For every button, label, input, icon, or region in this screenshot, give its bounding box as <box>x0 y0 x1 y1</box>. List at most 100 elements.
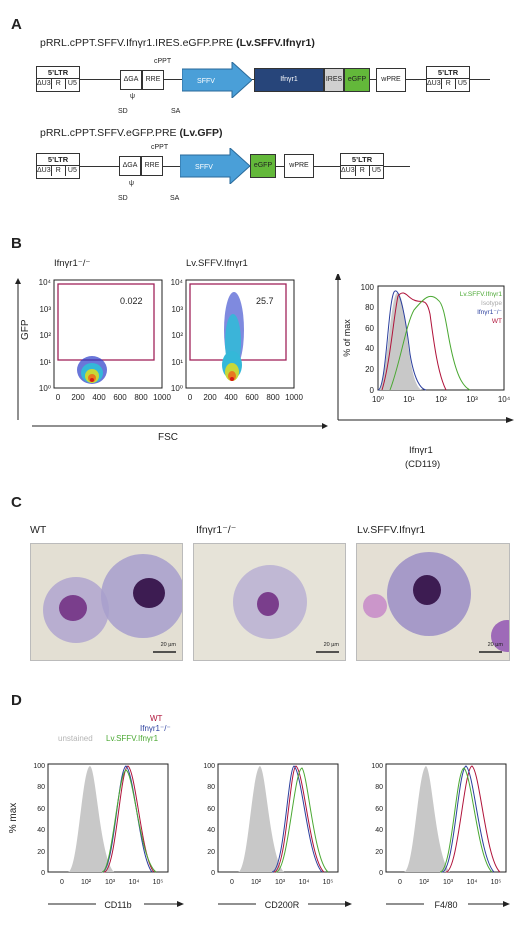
ga-box-1: ΔGA <box>120 70 142 90</box>
svg-text:20: 20 <box>375 849 383 856</box>
photo-label-lv: Lv.SFFV.Ifnγr1 <box>357 524 426 536</box>
ltr3-box-2: 5’LTR ΔU3 R U5 <box>340 153 384 179</box>
sffv-arrow-2: SFFV <box>180 148 250 184</box>
sa-label-2: SA <box>170 195 180 202</box>
panel-a-letter: A <box>11 16 22 33</box>
svg-text:80: 80 <box>365 303 374 312</box>
svg-text:10²: 10² <box>81 879 92 886</box>
d-legend-ko: Ifnγr1⁻/⁻ <box>140 724 171 733</box>
svg-text:10³: 10³ <box>466 395 478 404</box>
micrograph-lv: 20 µm <box>356 543 510 661</box>
svg-text:80: 80 <box>37 784 45 791</box>
panel-d-letter: D <box>11 692 22 709</box>
micrograph-wt: 20 µm <box>30 543 183 661</box>
ko-curve <box>377 290 427 391</box>
svg-text:10³: 10³ <box>105 879 116 886</box>
gate-1-value: 0.022 <box>120 296 143 306</box>
svg-text:10⁰: 10⁰ <box>372 395 384 404</box>
hist-ylabel: % of max <box>342 319 352 357</box>
svg-text:0: 0 <box>60 879 64 886</box>
egfp-box-1: eGFP <box>344 68 370 92</box>
d-ylabel: % max <box>8 803 19 834</box>
svg-text:60: 60 <box>37 806 45 813</box>
dot-cloud-2 <box>222 292 244 381</box>
svg-text:40: 40 <box>365 344 374 353</box>
marker-f480: F4/80 <box>434 900 457 910</box>
construct1-title: pRRL.cPPT.SFFV.Ifnγr1.IRES.eGFP.PRE (Lv.… <box>40 37 315 49</box>
svg-text:40: 40 <box>37 827 45 834</box>
wpre-box-2: wPRE <box>284 154 314 178</box>
ltr5-box-2: 5’LTR ΔU3 R U5 <box>36 153 80 179</box>
svg-text:100: 100 <box>371 763 383 770</box>
scale-bar-lv: 20 µm <box>487 642 503 648</box>
svg-text:200: 200 <box>203 393 217 402</box>
hist-xlabel2: (CD119) <box>405 459 441 470</box>
svg-text:40: 40 <box>207 827 215 834</box>
dot-plot-2-frame <box>185 279 295 389</box>
marker-cd200r: CD200R <box>265 900 300 910</box>
svg-text:10⁵: 10⁵ <box>153 879 164 886</box>
dot-plot-2-title: Lv.SFFV.Ifnγr1 <box>186 258 248 269</box>
cd119-histogram: 0 20 40 60 80 100 10⁰ 10¹ 10² 10³ 10⁴ % … <box>335 274 514 423</box>
d-legend-wt: WT <box>150 714 163 723</box>
svg-text:10⁴: 10⁴ <box>498 395 511 404</box>
sa-label-1: SA <box>171 108 181 115</box>
egfp-box-2: eGFP <box>250 154 276 178</box>
svg-text:0: 0 <box>370 386 375 395</box>
cd11b-histogram <box>47 763 169 873</box>
svg-text:10⁴: 10⁴ <box>467 879 478 886</box>
psi-label-2: ψ <box>129 180 134 187</box>
gfp-axis-label: GFP <box>20 319 31 340</box>
wt-curve <box>381 292 447 391</box>
svg-text:0: 0 <box>398 879 402 886</box>
svg-text:10²: 10² <box>39 331 51 340</box>
construct2-title: pRRL.cPPT.SFFV.eGFP.PRE (Lv.GFP) <box>40 127 223 139</box>
svg-text:1000: 1000 <box>153 393 171 402</box>
svg-text:10¹: 10¹ <box>171 358 183 367</box>
legend-ko: Ifnγr1⁻/⁻ <box>477 309 502 316</box>
panel-c-letter: C <box>11 494 22 511</box>
ifngr1-box: Ifnγr1 <box>254 68 324 92</box>
d-legend-unstained: unstained <box>58 734 93 743</box>
svg-text:60: 60 <box>365 324 374 333</box>
marker-histograms: % max 0 20 40 60 80 100 0 20 40 60 80 10… <box>8 763 510 910</box>
dot-plot-1-title: Ifnγr1⁻/⁻ <box>54 258 91 269</box>
svg-text:10⁴: 10⁴ <box>299 879 310 886</box>
gate-2-value: 25.7 <box>256 296 274 306</box>
sffv-label-2: SFFV <box>195 164 213 171</box>
ga-box-2: ΔGA <box>119 156 141 176</box>
svg-text:600: 600 <box>245 393 259 402</box>
gate-1 <box>57 283 155 361</box>
svg-text:600: 600 <box>113 393 127 402</box>
rre-box-1: RRE <box>142 70 164 90</box>
svg-text:20: 20 <box>365 365 374 374</box>
svg-text:0: 0 <box>379 870 383 877</box>
svg-text:100: 100 <box>33 763 45 770</box>
svg-text:80: 80 <box>375 784 383 791</box>
ltr3-box-1: 5’LTR ΔU3 R U5 <box>426 66 470 92</box>
svg-text:10³: 10³ <box>443 879 454 886</box>
legend-isotype: Isotype <box>481 300 502 307</box>
cppt-label-1: cPPT <box>154 58 172 65</box>
svg-text:800: 800 <box>266 393 280 402</box>
hist-xlabel: Ifnγr1 <box>409 445 433 456</box>
svg-text:10⁴: 10⁴ <box>129 879 140 886</box>
f480-histogram <box>385 763 507 873</box>
svg-text:20: 20 <box>37 849 45 856</box>
legend-lv: Lv.SFFV.Ifnγr1 <box>460 291 503 298</box>
svg-text:10²: 10² <box>171 331 183 340</box>
svg-text:60: 60 <box>375 806 383 813</box>
svg-text:0: 0 <box>211 870 215 877</box>
svg-text:80: 80 <box>207 784 215 791</box>
dot-plots: 0.022 25.7 10⁴ 10³ 10² 10¹ 10⁰ 10⁴ 10³ 1… <box>15 278 328 440</box>
micrograph-ko: 20 µm <box>193 543 346 661</box>
ires-box: IRES <box>324 68 344 92</box>
wpre-box-1: wPRE <box>376 68 406 92</box>
svg-text:0: 0 <box>41 870 45 877</box>
svg-text:10³: 10³ <box>171 305 183 314</box>
svg-text:100: 100 <box>203 763 215 770</box>
lv-curve <box>389 295 471 391</box>
svg-text:10²: 10² <box>419 879 430 886</box>
svg-text:10⁴: 10⁴ <box>39 278 52 287</box>
marker-cd11b: CD11b <box>104 900 131 910</box>
